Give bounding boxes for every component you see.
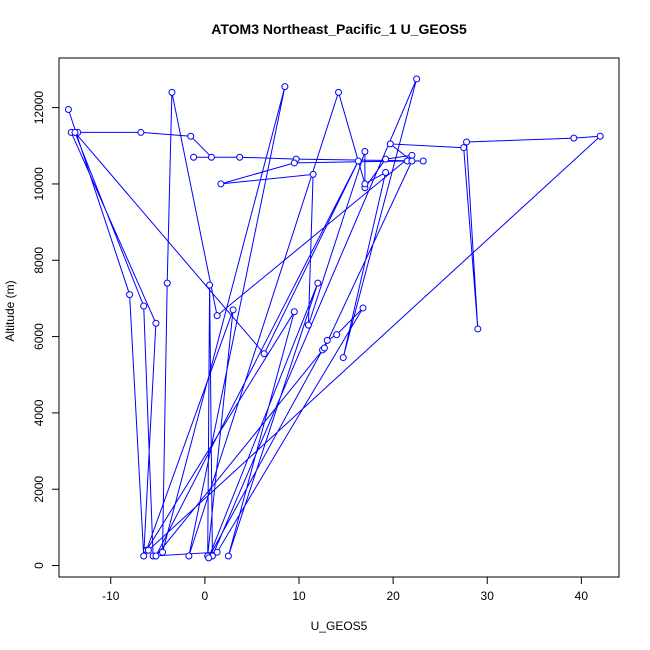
- x-tick-label: 20: [386, 589, 400, 603]
- data-point: [419, 157, 427, 165]
- data-point: [408, 157, 416, 165]
- y-axis: 0 2000 4000 6000 8000 10000 12000: [32, 91, 60, 569]
- data-point: [314, 279, 322, 287]
- data-point: [217, 180, 225, 188]
- data-point: [386, 140, 394, 148]
- data-point: [206, 281, 214, 289]
- y-tick-label: 12000: [32, 91, 46, 125]
- data-point: [224, 552, 232, 560]
- data-point: [304, 321, 312, 329]
- y-axis-label: Altitude (m): [3, 280, 17, 341]
- data-point: [152, 552, 160, 560]
- data-point: [187, 132, 195, 140]
- y-tick-label: 2000: [32, 476, 46, 503]
- data-point: [335, 88, 343, 96]
- x-tick-label: 0: [202, 589, 209, 603]
- data-point: [260, 350, 268, 358]
- data-point: [71, 128, 79, 136]
- data-point: [463, 138, 471, 146]
- data-point: [137, 128, 145, 136]
- data-point: [354, 157, 362, 165]
- data-point: [320, 344, 328, 352]
- data-point: [290, 159, 298, 167]
- data-point: [359, 304, 367, 312]
- x-axis: -10 0 10 20 30 40: [102, 576, 589, 603]
- data-point: [474, 325, 482, 333]
- x-axis-label: U_GEOS5: [311, 619, 368, 633]
- data-point: [309, 170, 317, 178]
- y-tick-label: 4000: [32, 399, 46, 426]
- data-point: [339, 354, 347, 362]
- y-tick-label: 6000: [32, 323, 46, 350]
- x-tick-label: 10: [292, 589, 306, 603]
- data-point: [185, 552, 193, 560]
- data-point: [213, 312, 221, 320]
- data-point: [207, 153, 215, 161]
- data-point: [190, 153, 198, 161]
- x-tick-label: 30: [481, 589, 495, 603]
- data-point: [229, 306, 237, 314]
- series-line: [67, 78, 602, 559]
- data-point: [140, 552, 148, 560]
- data-point: [382, 155, 390, 163]
- data-point: [596, 132, 604, 140]
- data-point: [290, 308, 298, 316]
- data-point: [213, 548, 221, 556]
- data-point: [382, 168, 390, 176]
- x-tick-label: 40: [575, 589, 589, 603]
- data-point: [333, 331, 341, 339]
- data-point: [323, 336, 331, 344]
- data-point: [205, 554, 213, 562]
- data-point: [361, 180, 369, 188]
- data-point: [163, 279, 171, 287]
- data-point: [408, 151, 416, 159]
- data-point: [159, 548, 167, 556]
- data-point: [144, 546, 152, 554]
- data-point: [140, 302, 148, 310]
- y-tick-label: 0: [32, 562, 46, 569]
- data-point: [460, 144, 468, 152]
- data-point: [152, 319, 160, 327]
- data-point: [168, 88, 176, 96]
- y-tick-label: 8000: [32, 247, 46, 274]
- data-point: [281, 83, 289, 91]
- data-point: [570, 134, 578, 142]
- data-point: [64, 106, 72, 114]
- chart-title: ATOM3 Northeast_Pacific_1 U_GEOS5: [211, 21, 467, 37]
- data-point: [413, 75, 421, 83]
- y-tick-label: 10000: [32, 167, 46, 201]
- x-tick-label: -10: [102, 589, 120, 603]
- data-series: [64, 75, 604, 562]
- data-point: [126, 291, 134, 299]
- data-point: [361, 147, 369, 155]
- data-point: [236, 153, 244, 161]
